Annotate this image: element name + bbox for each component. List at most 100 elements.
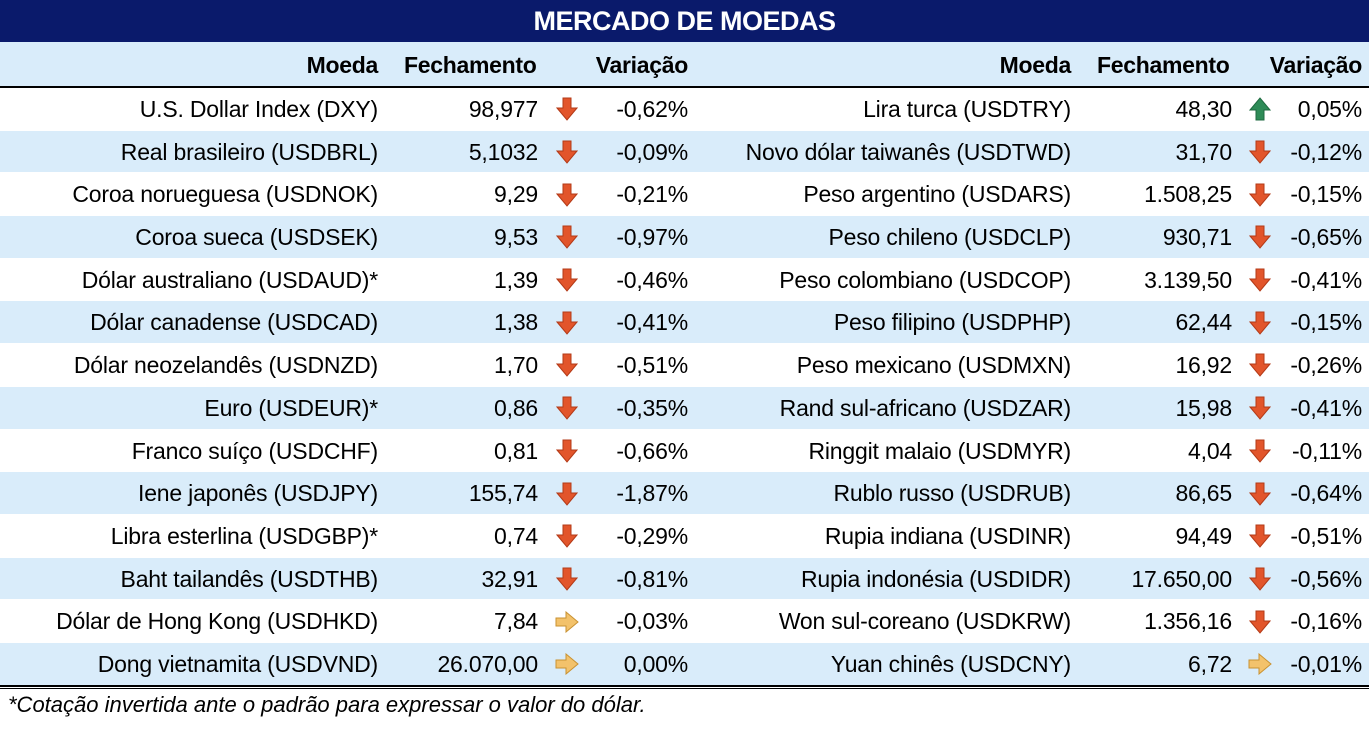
currency-name: Dólar australiano (USDAUD)* xyxy=(81,266,378,293)
table-title: MERCADO DE MOEDAS xyxy=(0,0,1369,42)
change-percent: -0,62% xyxy=(616,96,688,122)
closing-value: 0,81 xyxy=(494,437,538,464)
currency-name: Libra esterlina (USDGBP)* xyxy=(110,522,378,549)
closing-value: 17.650,00 xyxy=(1131,565,1232,592)
header-variacao-left: Variação xyxy=(595,52,689,78)
closing-value: 16,92 xyxy=(1175,352,1232,379)
currency-name: Dólar canadense (USDCAD) xyxy=(90,309,378,336)
change-percent: -0,15% xyxy=(1290,181,1362,208)
header-moeda-right: Moeda xyxy=(999,52,1072,78)
arrow-down-icon xyxy=(554,387,580,430)
arrow-down-icon xyxy=(1247,472,1273,515)
arrow-down-icon xyxy=(1247,430,1273,473)
currency-name: Won sul-coreano (USDKRW) xyxy=(778,608,1071,635)
change-percent: -0,21% xyxy=(616,181,688,208)
arrow-down-icon xyxy=(554,430,580,473)
arrow-down-icon xyxy=(1247,387,1273,430)
change-percent: -1,87% xyxy=(616,480,688,507)
arrow-down-icon xyxy=(1247,301,1273,344)
arrow-down-icon xyxy=(1247,558,1273,601)
currency-name: Iene japonês (USDJPY) xyxy=(138,480,378,507)
change-percent: -0,66% xyxy=(616,437,688,464)
arrow-up-icon xyxy=(1247,88,1273,131)
row-separator xyxy=(0,428,1369,430)
change-percent: -0,64% xyxy=(1290,480,1362,507)
row-separator xyxy=(0,556,1369,558)
currency-table-body: U.S. Dollar Index (DXY) 98,977 -0,62% Lira … xyxy=(0,88,1369,686)
closing-value: 32,91 xyxy=(481,565,538,592)
row-separator xyxy=(0,599,1369,601)
change-percent: -0,65% xyxy=(1290,224,1362,251)
currency-name: Franco suíço (USDCHF) xyxy=(131,437,378,464)
footnote: *Cotação invertida ante o padrão para ex… xyxy=(8,692,646,717)
change-percent: -0,11% xyxy=(1292,437,1362,464)
table-row: Dólar australiano (USDAUD)* 1,39 -0,46% Pes… xyxy=(0,259,1369,302)
header-moeda-left: Moeda xyxy=(306,52,379,78)
change-percent: -0,97% xyxy=(616,224,688,251)
change-percent: -0,46% xyxy=(616,266,688,293)
currency-name: Dong vietnamita (USDVND) xyxy=(97,650,378,677)
change-percent: 0,05% xyxy=(1297,96,1362,122)
row-separator xyxy=(0,471,1369,473)
closing-value: 26.070,00 xyxy=(437,650,538,677)
change-percent: -0,41% xyxy=(1290,394,1362,421)
table-bottom-rule xyxy=(0,685,1369,687)
change-percent: -0,12% xyxy=(1290,138,1362,165)
table-row: Baht tailandês (USDTHB) 32,91 -0,81% Rupia … xyxy=(0,557,1369,601)
currency-name: Coroa sueca (USDSEK) xyxy=(135,224,378,251)
arrow-down-icon xyxy=(1247,600,1273,643)
closing-value: 7,84 xyxy=(494,608,538,635)
closing-value: 9,53 xyxy=(494,224,538,251)
change-percent: -0,01% xyxy=(1290,650,1362,677)
header-variacao-right: Variação xyxy=(1269,52,1363,78)
closing-value: 5,1032 xyxy=(468,138,538,165)
change-percent: -0,41% xyxy=(616,309,688,336)
row-separator xyxy=(0,385,1369,387)
header-fechamento-left: Fechamento xyxy=(404,52,537,78)
table-row: Iene japonês (USDJPY) 155,74 -1,87% Rublo r… xyxy=(0,472,1369,515)
currency-name: Peso argentino (USDARS) xyxy=(803,181,1071,208)
table-row: Dong vietnamita (USDVND) 26.070,00 0,00% Yu… xyxy=(0,642,1369,686)
currency-name: Euro (USDEUR)* xyxy=(204,394,378,421)
row-separator xyxy=(0,641,1369,643)
table-row: U.S. Dollar Index (DXY) 98,977 -0,62% Lira … xyxy=(0,88,1369,131)
row-separator xyxy=(0,172,1369,174)
row-separator xyxy=(0,129,1369,131)
change-percent: -0,15% xyxy=(1290,309,1362,336)
currency-name: Dólar neozelandês (USDNZD) xyxy=(73,352,378,379)
table-row: Coroa sueca (USDSEK) 9,53 -0,97% Peso chile… xyxy=(0,216,1369,259)
currency-name: Ringgit malaio (USDMYR) xyxy=(808,437,1071,464)
row-separator xyxy=(0,257,1369,259)
closing-value: 1.356,16 xyxy=(1144,608,1232,635)
arrow-down-icon xyxy=(554,216,580,259)
change-percent: -0,26% xyxy=(1290,352,1362,379)
currency-name: Novo dólar taiwanês (USDTWD) xyxy=(745,138,1072,165)
closing-value: 1,70 xyxy=(494,352,538,379)
change-percent: -0,03% xyxy=(616,608,688,635)
arrow-down-icon xyxy=(554,259,580,302)
change-percent: -0,56% xyxy=(1290,565,1362,592)
arrow-down-icon xyxy=(554,131,580,174)
row-separator xyxy=(0,513,1369,515)
arrow-down-icon xyxy=(1247,259,1273,302)
currency-name: Peso filipino (USDPHP) xyxy=(833,309,1071,336)
row-separator xyxy=(0,343,1369,345)
change-percent: -0,81% xyxy=(616,565,688,592)
closing-value: 1.508,25 xyxy=(1144,181,1232,208)
currency-name: Peso colombiano (USDCOP) xyxy=(779,266,1071,293)
closing-value: 86,65 xyxy=(1175,480,1232,507)
closing-value: 3.139,50 xyxy=(1144,266,1232,293)
table-header: Moeda Fechamento Variação Moeda Fechamen… xyxy=(0,42,1369,88)
table-row: Coroa norueguesa (USDNOK) 9,29 -0,21% Peso … xyxy=(0,173,1369,217)
currency-name: Coroa norueguesa (USDNOK) xyxy=(72,181,378,208)
change-percent: -0,29% xyxy=(616,522,688,549)
closing-value: 98,977 xyxy=(468,96,538,122)
arrow-down-icon xyxy=(1247,216,1273,259)
arrow-down-icon xyxy=(554,88,580,131)
change-percent: -0,41% xyxy=(1290,266,1362,293)
change-percent: -0,16% xyxy=(1290,608,1362,635)
arrow-down-icon xyxy=(1247,344,1273,387)
currency-name: Peso mexicano (USDMXN) xyxy=(796,352,1071,379)
change-percent: -0,35% xyxy=(616,394,688,421)
currency-name: Rupia indiana (USDINR) xyxy=(824,522,1071,549)
